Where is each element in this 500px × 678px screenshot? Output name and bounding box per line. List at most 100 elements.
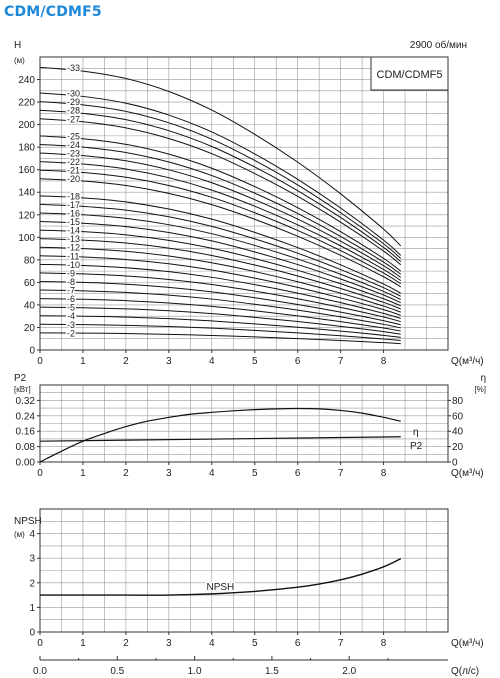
head-x-tick-label: 7 <box>338 356 344 367</box>
power-grid <box>40 385 448 462</box>
head-frame <box>39 56 449 351</box>
npsh-x-tick-label: 6 <box>295 638 301 649</box>
head-curve <box>39 135 402 272</box>
npsh-x-tick-label: 5 <box>252 638 258 649</box>
head-curve-label: -8 <box>67 277 75 287</box>
head-curve <box>39 66 402 247</box>
head-curve <box>39 238 401 310</box>
head-x-axis-label: Q(м³/ч) <box>451 356 484 367</box>
power-curve-label: P2 <box>410 441 423 452</box>
head-curve-label: -6 <box>67 294 75 304</box>
head-curve <box>39 143 402 275</box>
head-curve-label: -9 <box>67 268 75 278</box>
power-y-tick-label: 0.00 <box>16 458 36 469</box>
head-series <box>39 66 402 345</box>
head-curve <box>39 212 401 300</box>
head-y-tick-label: 220 <box>18 98 35 109</box>
flow-lps-axis-label: Q(л/с) <box>451 666 479 677</box>
head-x-tick-label: 6 <box>295 356 301 367</box>
npsh-x-tick-label: 3 <box>166 638 172 649</box>
head-curve-label: -20 <box>67 174 80 184</box>
head-curve <box>39 255 401 316</box>
head-curve-label: -17 <box>67 200 80 210</box>
head-curve-label: -23 <box>67 149 80 159</box>
head-x-tick-label: 3 <box>166 356 172 367</box>
npsh-y-tick-label: 4 <box>29 529 35 540</box>
flow-lps-tick-label: 1.0 <box>188 666 202 677</box>
head-y-tick-label: 200 <box>18 120 35 131</box>
head-y-tick-label: 20 <box>24 323 36 334</box>
power-y-tick-label: 0.08 <box>16 442 36 453</box>
head-curve-label: -12 <box>67 243 80 253</box>
head-curve <box>39 229 401 307</box>
power-frame <box>39 384 449 463</box>
efficiency-curve-label: η <box>413 427 419 438</box>
head-curve-label: -25 <box>67 131 80 141</box>
head-x-tick-label: 2 <box>123 356 129 367</box>
head-curve-label: -16 <box>67 208 80 218</box>
head-curve-label: -29 <box>67 97 80 107</box>
head-y-tick-label: 80 <box>24 255 36 266</box>
head-curve <box>39 246 401 313</box>
power-x-tick-label: 4 <box>209 468 215 479</box>
head-y-axis-label: H <box>14 40 21 51</box>
head-curve-label: -4 <box>67 311 75 321</box>
head-curve-label: -7 <box>67 286 75 296</box>
head-curve <box>39 152 402 278</box>
head-y-tick-label: 120 <box>18 210 35 221</box>
efficiency-y-tick-label: 0 <box>452 458 458 469</box>
npsh-x-axis-label: Q(м³/ч) <box>451 638 484 649</box>
head-curve-label: -33 <box>67 63 80 73</box>
power-x-tick-label: 0 <box>37 468 43 479</box>
npsh-x-tick-label: 4 <box>209 638 215 649</box>
efficiency-y-tick-label: 20 <box>452 442 464 453</box>
head-curve-label: -28 <box>67 106 80 116</box>
npsh-grid <box>40 509 448 632</box>
npsh-y-tick-label: 3 <box>29 554 35 565</box>
head-curve <box>39 195 401 294</box>
head-x-tick-label: 0 <box>37 356 43 367</box>
flow-lps-tick-label: 0.5 <box>110 666 124 677</box>
power-y-tick-label: 0.24 <box>16 411 36 422</box>
head-curve <box>39 118 402 266</box>
power-y-axis-unit: [кВт] <box>14 385 31 394</box>
power-x-axis-label: Q(м³/ч) <box>451 468 484 479</box>
npsh-y-axis-unit: (м) <box>14 530 25 539</box>
npsh-x-tick-label: 1 <box>80 638 86 649</box>
head-curve <box>39 272 401 323</box>
head-curve <box>39 109 402 263</box>
npsh-curve-label: NPSH <box>206 582 234 593</box>
head-x-tick-label: 8 <box>381 356 387 367</box>
power-x-tick-label: 8 <box>381 468 387 479</box>
head-curve <box>39 323 401 342</box>
head-curve <box>39 280 401 326</box>
power-y-tick-label: 0.16 <box>16 427 36 438</box>
head-x-tick-label: 5 <box>252 356 258 367</box>
efficiency-y-tick-label: 80 <box>452 396 464 407</box>
head-curve-label: -18 <box>67 191 80 201</box>
head-curve <box>39 289 401 329</box>
npsh-x-tick-label: 2 <box>123 638 129 649</box>
flow-lps-tick-label: 0.0 <box>33 666 47 677</box>
efficiency-y-axis-unit: [%] <box>474 385 486 394</box>
npsh-y-tick-label: 2 <box>29 578 35 589</box>
efficiency-y-tick-label: 40 <box>452 427 464 438</box>
efficiency-y-tick-label: 60 <box>452 411 464 422</box>
npsh-x-tick-label: 0 <box>37 638 43 649</box>
head-curve-label: -3 <box>67 320 75 330</box>
head-curve-label: -22 <box>67 157 80 167</box>
model-label-box <box>370 56 449 91</box>
head-y-tick-label: 160 <box>18 165 35 176</box>
head-y-axis-unit: (м) <box>14 56 25 65</box>
power-x-tick-label: 7 <box>338 468 344 479</box>
head-curve-label: -30 <box>67 89 80 99</box>
head-curve-label: -21 <box>67 166 80 176</box>
flow-lps-tick-label: 1.5 <box>265 666 279 677</box>
head-curve <box>39 161 402 281</box>
head-curve-label: -27 <box>67 114 80 124</box>
head-y-tick-label: 140 <box>18 188 35 199</box>
head-curve-label: -10 <box>67 260 80 270</box>
model-label: CDM/CDMF5 <box>377 69 443 81</box>
power-y-tick-label: 0.32 <box>16 396 36 407</box>
head-curve <box>39 306 401 335</box>
